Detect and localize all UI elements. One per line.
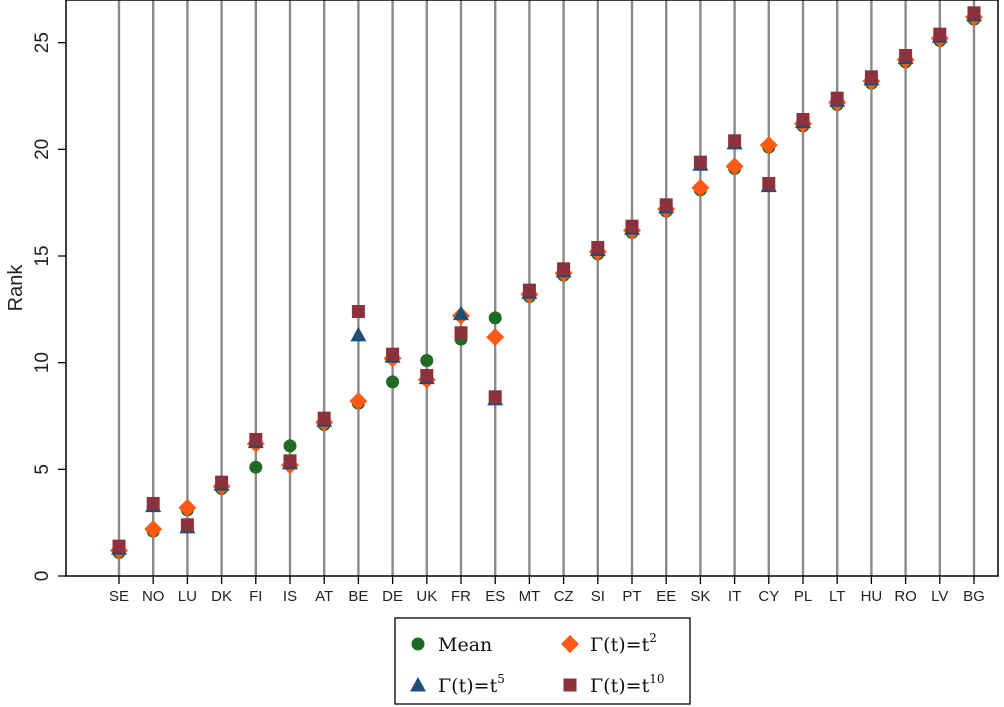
point-triangle [350, 326, 367, 342]
legend-label: Γ(t)=t2 [590, 631, 657, 656]
legend-box [394, 617, 691, 705]
x-tick-label: EE [656, 588, 676, 605]
point-circle [420, 354, 434, 368]
x-tick-label: BG [963, 588, 985, 605]
y-tick-label: 25 [32, 32, 53, 53]
y-axis-title: Rank [5, 264, 27, 312]
point-square [659, 198, 673, 212]
x-tick-label: MT [519, 588, 541, 605]
legend-marker-triangle [410, 677, 426, 692]
grid-lines [117, 0, 976, 576]
x-tick-label: SK [690, 588, 710, 605]
y-tick-label: 20 [32, 139, 53, 160]
x-tick-label: ES [485, 588, 505, 605]
x-tick-label: DE [382, 588, 403, 605]
y-tick-label: 0 [32, 571, 53, 582]
point-square [146, 496, 160, 510]
point-diamond [486, 328, 505, 347]
y-tick-label: 5 [32, 464, 53, 475]
legend-marker-diamond [561, 635, 579, 653]
legend-label: Mean [438, 634, 492, 656]
plot-frame [65, 0, 999, 577]
point-diamond [349, 392, 368, 411]
x-tick-label: NO [142, 588, 165, 605]
y-tick-label: 10 [32, 352, 53, 373]
point-diamond [725, 157, 744, 176]
x-tick-label: IT [728, 588, 741, 605]
point-square [625, 219, 639, 233]
point-square [488, 390, 502, 404]
point-square [283, 454, 297, 468]
point-square [967, 6, 981, 20]
legend: Mean Γ(t)=t5 Γ(t)=t2 Γ(t)=t10 [394, 617, 691, 705]
legend-label: Γ(t)=t10 [590, 672, 664, 697]
point-square [591, 240, 605, 254]
x-tick-label: LT [829, 588, 845, 605]
point-diamond [144, 520, 163, 539]
point-square [180, 518, 194, 532]
legend-marker-square [563, 678, 577, 692]
point-square [454, 326, 468, 340]
point-square [386, 347, 400, 361]
point-circle [283, 439, 297, 453]
point-square [830, 91, 844, 105]
x-tick-label: PT [622, 588, 641, 605]
x-tick-label: LU [178, 588, 197, 605]
point-square [762, 176, 776, 190]
point-square [351, 304, 365, 318]
x-tick-label: FI [249, 588, 262, 605]
x-tick-label: RO [894, 588, 917, 605]
point-square [693, 155, 707, 169]
data-points [110, 6, 983, 560]
legend-label: Γ(t)=t5 [438, 672, 505, 697]
x-tick-label: PL [794, 588, 812, 605]
point-square [215, 475, 229, 489]
y-tick-label: 15 [32, 245, 53, 266]
point-square [522, 283, 536, 297]
point-circle [249, 460, 263, 474]
x-tick-label: SI [591, 588, 605, 605]
point-circle [386, 375, 400, 389]
point-diamond [759, 136, 778, 155]
point-square [557, 262, 571, 276]
point-square [864, 70, 878, 84]
x-tick-label: HU [861, 588, 883, 605]
point-triangle [453, 305, 469, 321]
point-square [796, 112, 810, 126]
x-tick-label: LV [931, 588, 948, 605]
x-tick-label: UK [416, 588, 437, 605]
x-tick-label: IS [283, 588, 297, 605]
x-tick-label: BE [348, 588, 368, 605]
x-tick-label: CY [758, 588, 779, 605]
legend-marker-circle [411, 637, 425, 651]
point-square [933, 27, 947, 41]
point-diamond [691, 178, 710, 197]
point-circle [488, 311, 502, 325]
point-diamond [178, 498, 197, 517]
x-tick-label: CZ [554, 588, 574, 605]
point-square [317, 411, 331, 425]
point-square [249, 432, 263, 446]
point-square [420, 368, 434, 382]
x-tick-label: FR [451, 588, 471, 605]
x-tick-label: AT [315, 588, 333, 605]
x-tick-label: DK [211, 588, 232, 605]
x-tick-label: SE [109, 588, 129, 605]
point-square [728, 134, 742, 148]
point-square [899, 48, 913, 62]
x-axis: SE NO LU DK FI IS AT BE DE UK FR ES MT CZ SI PT EE SK IT CY… [109, 576, 985, 605]
y-axis: 0 5 10 15 20 25 [32, 32, 66, 581]
point-square [112, 539, 126, 553]
